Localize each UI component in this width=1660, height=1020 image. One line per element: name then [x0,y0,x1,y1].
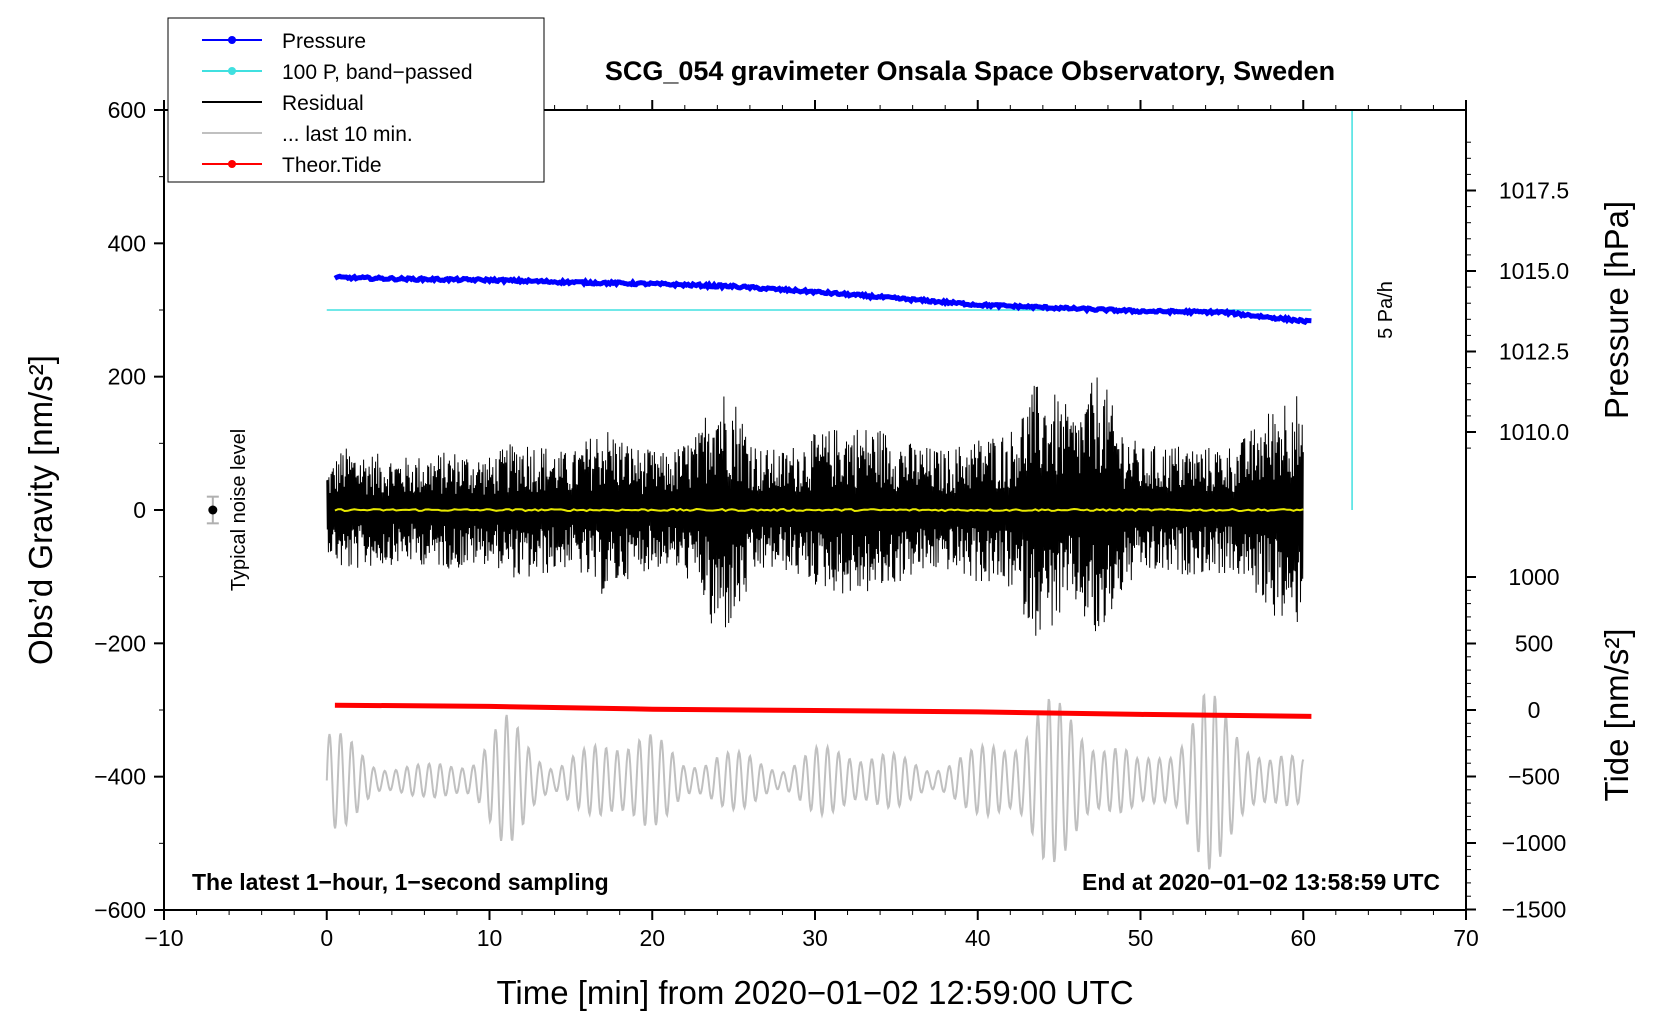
pressure-tick-label: 1017.5 [1499,178,1569,204]
series-pressure [333,273,1312,326]
x-tick-label: 70 [1453,925,1479,951]
tide-tick-label: 1000 [1508,564,1559,590]
legend-box [167,17,545,183]
tide-tick-label: 0 [1528,697,1541,723]
y-tick-label: 0 [133,497,146,523]
axes-layer: −10 0 10 20 30 40 50 60 70 600 400 200 0 −200 −400 −600… [94,97,1569,951]
legend-label: Residual [282,92,364,115]
legend-label: Pressure [282,30,366,53]
y-tick-label: 400 [108,230,146,256]
y-tick-label: −600 [94,897,146,923]
y-tick-label: 200 [108,364,146,390]
end-time-note: End at 2020−01−02 13:58:59 UTC [1082,869,1440,895]
x-tick-label: −10 [144,925,183,951]
legend-label: Theor.Tide [282,154,382,177]
y-tick-label: 600 [108,97,146,123]
x-axis-title: Time [min] from 2020−01−02 12:59:00 UTC [496,974,1133,1011]
reference-bar-label: 5 Pa/h [1375,281,1397,339]
series-residual [326,377,1304,636]
x-tick-label: 30 [802,925,828,951]
legend-marker [228,67,236,75]
noise-level-label: Typical noise level [228,429,250,591]
pressure-tick-label: 1012.5 [1499,339,1569,365]
x-tick-label: 20 [639,925,665,951]
y-tick-label: −200 [94,630,146,656]
pressure-tick-label: 1010.0 [1499,419,1569,445]
tide-tick-label: 500 [1515,631,1553,657]
y-axis-title-tide: Tide [nm/s²] [1598,629,1635,802]
legend-marker [228,160,236,168]
tide-tick-label: −1500 [1502,897,1567,923]
x-tick-label: 40 [965,925,991,951]
tide-tick-label: −500 [1508,764,1560,790]
pressure-tick-label: 1015.0 [1499,258,1569,284]
tide-tick-label: −1000 [1502,830,1567,856]
legend-label: 100 P, band−passed [282,61,473,84]
data-layer [206,110,1353,870]
x-tick-label: 10 [477,925,503,951]
noise-marker [208,505,218,515]
legend-label: ... last 10 min. [282,123,413,146]
x-tick-label: 0 [320,925,333,951]
x-tick-label: 60 [1290,925,1316,951]
legend-marker [228,36,236,44]
series-theor-tide [334,702,1312,719]
chart-title: SCG_054 gravimeter Onsala Space Observat… [605,56,1335,86]
legend: Pressure 100 P, band−passed Residual ... la… [167,17,545,183]
series-last-10-min [325,692,1305,870]
y-tick-label: −400 [94,764,146,790]
y-axis-title-pressure: Pressure [hPa] [1598,201,1635,419]
series-residual-smoothed [334,507,1304,513]
y-axis-title-gravity: Obs’d Gravity [nm/s²] [22,355,59,665]
x-tick-label: 50 [1128,925,1154,951]
sampling-note: The latest 1−hour, 1−second sampling [192,869,609,895]
